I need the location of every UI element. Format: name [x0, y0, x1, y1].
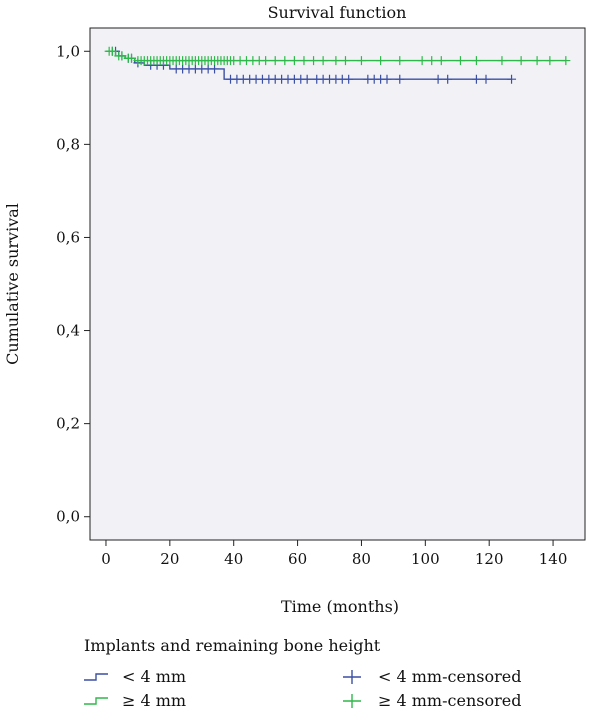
censor-mark — [270, 56, 280, 66]
y-tick-label: 0,2 — [56, 415, 80, 433]
legend-item: < 4 mm-censored — [343, 667, 521, 686]
y-tick-label: 1,0 — [56, 42, 80, 60]
censor-mark — [289, 56, 299, 66]
x-tick-label: 80 — [352, 550, 371, 568]
x-tick-label: 120 — [475, 550, 504, 568]
legend-label: < 4 mm-censored — [378, 667, 521, 686]
censor-mark — [382, 74, 392, 84]
censor-mark — [471, 74, 481, 84]
legend-symbol — [84, 673, 108, 681]
censor-mark — [127, 53, 137, 63]
plot-area — [89, 27, 586, 541]
censor-mark — [299, 56, 309, 66]
censor-mark — [318, 56, 328, 66]
chart-title: Survival function — [268, 3, 407, 22]
censor-mark — [309, 56, 319, 66]
x-tick-label: 100 — [411, 550, 440, 568]
x-tick-label: 140 — [539, 550, 568, 568]
legend-symbol — [84, 697, 108, 705]
censor-mark — [117, 51, 127, 61]
censor-mark — [331, 56, 341, 66]
censor-mark — [532, 56, 542, 66]
legend-label: ≥ 4 mm-censored — [378, 691, 521, 710]
legend-symbol — [343, 670, 361, 684]
censor-mark — [427, 56, 437, 66]
y-tick-label: 0,8 — [56, 135, 80, 153]
series-1 — [104, 46, 571, 66]
legend-item: ≥ 4 mm-censored — [343, 691, 521, 710]
censor-mark — [302, 74, 312, 84]
censor-mark — [433, 74, 443, 84]
censor-mark — [261, 56, 271, 66]
x-tick-label: 40 — [224, 550, 243, 568]
censor-mark — [481, 74, 491, 84]
x-tick-label: 20 — [160, 550, 179, 568]
y-axis: 0,0 0,2 0,4 0,6 0,8 1,0 — [56, 42, 90, 526]
censor-mark — [280, 56, 290, 66]
y-tick-label: 0,4 — [56, 322, 80, 340]
x-axis: 0 20 40 60 80 100 120 140 — [101, 540, 567, 568]
legend-title: Implants and remaining bone height — [84, 636, 381, 655]
legend-label: ≥ 4 mm — [122, 691, 186, 710]
legend-label: < 4 mm — [122, 667, 186, 686]
legend-item: < 4 mm — [84, 667, 186, 686]
censor-mark — [443, 74, 453, 84]
censor-mark — [344, 74, 354, 84]
censor-mark — [395, 56, 405, 66]
legend-symbol — [343, 694, 361, 708]
x-axis-label: Time (months) — [281, 597, 399, 616]
y-tick-label: 0,0 — [56, 508, 80, 526]
y-tick-label: 0,6 — [56, 228, 80, 246]
censor-mark — [507, 74, 517, 84]
censor-mark — [395, 74, 405, 84]
censor-mark — [210, 64, 220, 74]
censor-mark — [455, 56, 465, 66]
series-layer — [104, 46, 571, 84]
censor-mark — [436, 56, 446, 66]
censor-mark — [376, 56, 386, 66]
censor-mark — [561, 56, 571, 66]
legend: < 4 mm < 4 mm-censored ≥ 4 mm ≥ 4 mm-censor… — [84, 667, 521, 710]
censor-mark — [417, 56, 427, 66]
censor-mark — [340, 56, 350, 66]
censor-mark — [516, 56, 526, 66]
y-axis-label: Cumulative survival — [3, 203, 22, 365]
censor-mark — [471, 56, 481, 66]
censor-mark — [356, 56, 366, 66]
censor-mark — [497, 56, 507, 66]
x-tick-label: 60 — [288, 550, 307, 568]
legend-item: ≥ 4 mm — [84, 691, 186, 710]
x-tick-label: 0 — [101, 550, 111, 568]
censor-mark — [545, 56, 555, 66]
censor-mark — [107, 46, 117, 56]
